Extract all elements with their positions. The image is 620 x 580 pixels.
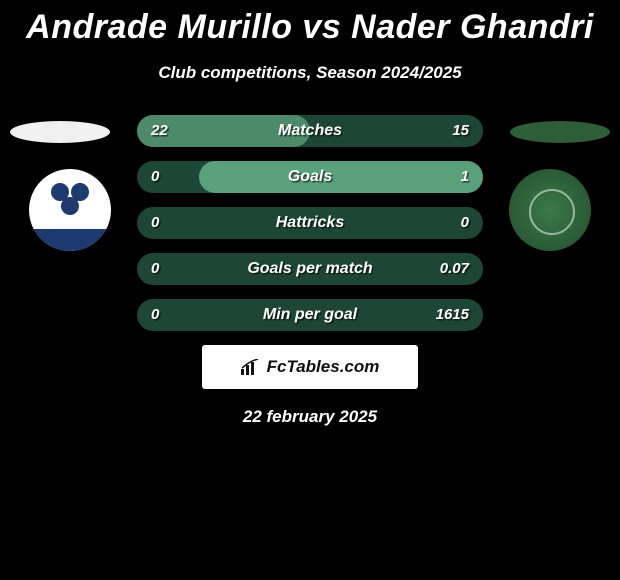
stat-label: Min per goal xyxy=(137,299,483,331)
stat-row: 00.07Goals per match xyxy=(137,253,483,285)
page-title: Andrade Murillo vs Nader Ghandri xyxy=(0,0,620,47)
flag-right xyxy=(510,121,610,143)
club-badge-right xyxy=(509,169,591,251)
stat-row: 01615Min per goal xyxy=(137,299,483,331)
watermark: FcTables.com xyxy=(202,345,418,389)
stat-row: 01Goals xyxy=(137,161,483,193)
subtitle: Club competitions, Season 2024/2025 xyxy=(0,63,620,83)
stats-container: 2215Matches 01Goals 00Hattricks 00.07Goals … xyxy=(0,115,620,427)
chart-icon xyxy=(241,359,261,375)
flag-left xyxy=(10,121,110,143)
stat-row: 2215Matches xyxy=(137,115,483,147)
stat-label: Goals xyxy=(137,161,483,193)
watermark-text: FcTables.com xyxy=(267,357,380,377)
stat-row: 00Hattricks xyxy=(137,207,483,239)
stat-label: Goals per match xyxy=(137,253,483,285)
stat-label: Matches xyxy=(137,115,483,147)
club-badge-left xyxy=(29,169,111,251)
stat-label: Hattricks xyxy=(137,207,483,239)
date: 22 february 2025 xyxy=(0,407,620,427)
